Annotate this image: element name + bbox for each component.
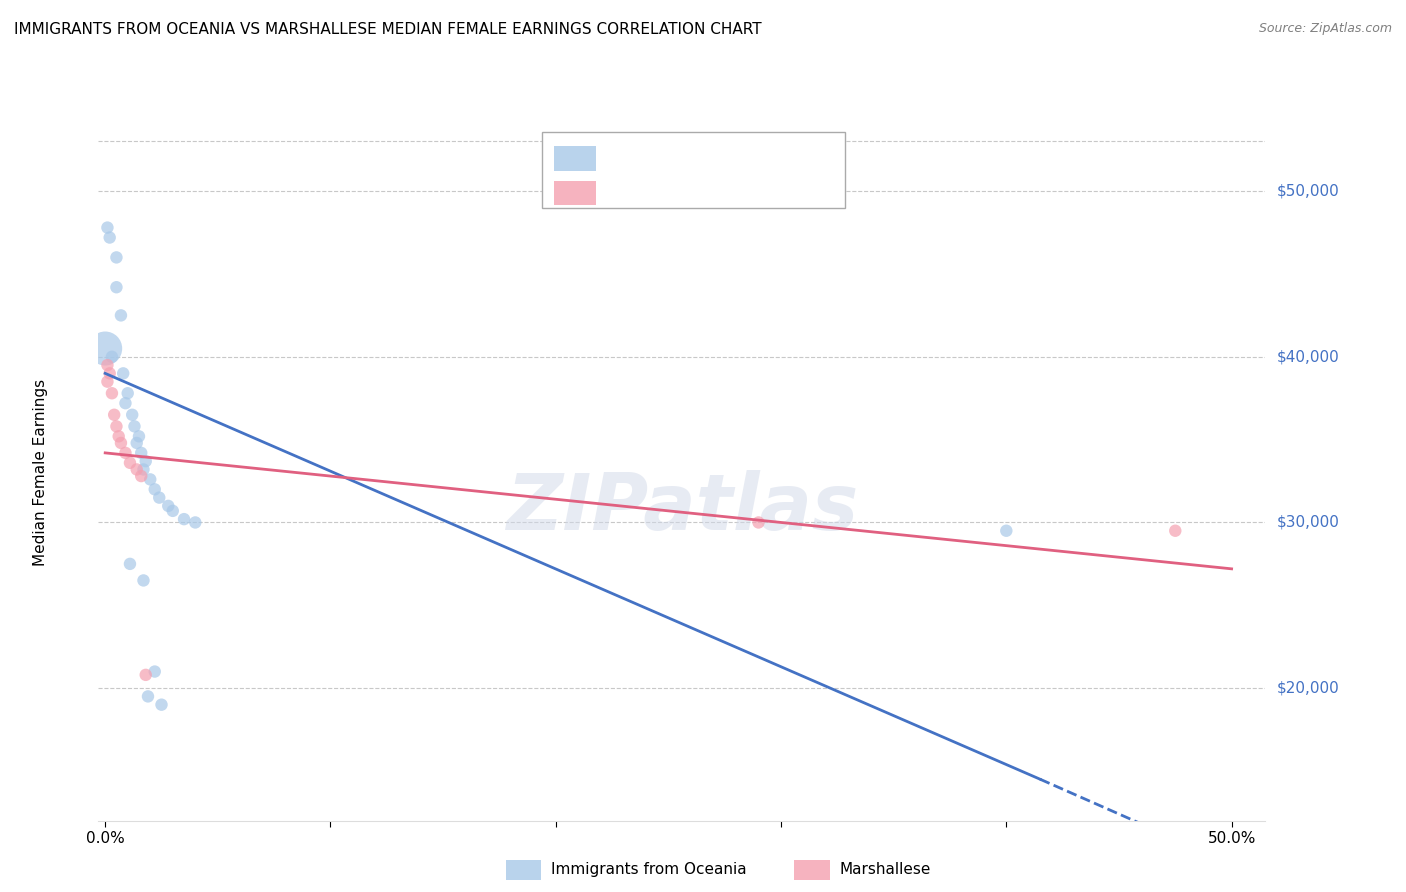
Text: ZIPatlas: ZIPatlas — [506, 469, 858, 546]
Point — [135, 668, 157, 682]
Point — [101, 350, 124, 364]
Point — [105, 251, 128, 265]
Point — [143, 665, 166, 679]
Text: $40,000: $40,000 — [1277, 350, 1340, 364]
Point — [132, 574, 155, 588]
Point — [128, 429, 150, 443]
Point — [107, 429, 129, 443]
Point — [98, 367, 121, 381]
Text: N = 15: N = 15 — [740, 186, 796, 201]
Point — [103, 408, 125, 422]
Point — [995, 524, 1018, 538]
Point — [110, 309, 132, 323]
Point — [125, 462, 148, 476]
Text: R = -0.480: R = -0.480 — [609, 151, 699, 166]
Point — [143, 483, 166, 497]
Point — [114, 396, 136, 410]
Point — [136, 690, 159, 704]
Point — [173, 512, 195, 526]
Point — [157, 499, 180, 513]
Point — [105, 280, 128, 294]
Point — [139, 472, 162, 486]
Point — [110, 436, 132, 450]
Text: Source: ZipAtlas.com: Source: ZipAtlas.com — [1258, 22, 1392, 36]
Text: $20,000: $20,000 — [1277, 681, 1340, 696]
Point — [105, 419, 128, 434]
Point — [162, 504, 184, 518]
Text: Immigrants from Oceania: Immigrants from Oceania — [551, 863, 747, 877]
Point — [96, 375, 118, 389]
Point — [129, 446, 152, 460]
Point — [124, 419, 146, 434]
Point — [184, 516, 207, 530]
Text: N = 30: N = 30 — [740, 151, 796, 166]
Point — [118, 557, 141, 571]
Point — [96, 220, 118, 235]
Point — [118, 456, 141, 470]
Point — [747, 516, 769, 530]
Point — [112, 367, 135, 381]
Point — [1164, 524, 1187, 538]
Point — [121, 408, 143, 422]
Point — [129, 469, 152, 483]
Point — [150, 698, 173, 712]
Text: $50,000: $50,000 — [1277, 184, 1340, 199]
Point — [98, 230, 121, 244]
Point — [101, 386, 124, 401]
Point — [148, 491, 170, 505]
Point — [135, 454, 157, 468]
Point — [132, 462, 155, 476]
Point — [114, 446, 136, 460]
Text: Marshallese: Marshallese — [839, 863, 931, 877]
Point — [94, 342, 117, 356]
Text: Median Female Earnings: Median Female Earnings — [32, 379, 48, 566]
Text: R = -0.426: R = -0.426 — [609, 186, 699, 201]
Point — [117, 386, 139, 401]
Text: IMMIGRANTS FROM OCEANIA VS MARSHALLESE MEDIAN FEMALE EARNINGS CORRELATION CHART: IMMIGRANTS FROM OCEANIA VS MARSHALLESE M… — [14, 22, 762, 37]
Text: $30,000: $30,000 — [1277, 515, 1340, 530]
Point — [96, 358, 118, 372]
Point — [125, 436, 148, 450]
